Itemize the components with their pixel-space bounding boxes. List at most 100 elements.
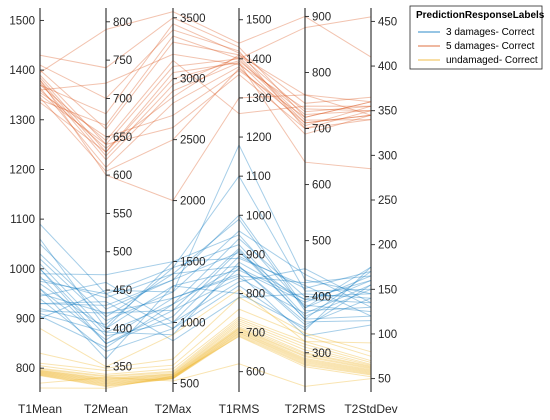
series-line-2-17 bbox=[39, 335, 372, 389]
series-line-0-4 bbox=[39, 249, 372, 345]
tick-label-0-4: 1200 bbox=[9, 164, 35, 176]
tick-label-2-6: 3500 bbox=[180, 13, 206, 25]
series-line-1-9 bbox=[39, 53, 372, 112]
tick-label-5-6: 350 bbox=[378, 106, 397, 118]
legend-title: PredictionResponseLabels bbox=[416, 10, 545, 21]
series-line-2-9 bbox=[39, 328, 372, 383]
tick-label-0-2: 1000 bbox=[9, 264, 35, 276]
tick-label-0-1: 900 bbox=[16, 313, 35, 325]
legend-label-undamaged: undamaged- Correct bbox=[446, 55, 538, 66]
series-line-0-24 bbox=[39, 267, 372, 330]
tick-label-2-5: 3000 bbox=[180, 74, 206, 86]
tick-label-5-4: 250 bbox=[378, 195, 397, 207]
series-line-1-0 bbox=[39, 17, 372, 118]
legend-label-3damages: 3 damages- Correct bbox=[446, 27, 535, 38]
tick-label-4-6: 900 bbox=[312, 11, 331, 23]
series-line-1-14 bbox=[39, 62, 372, 170]
series-line-1-6 bbox=[39, 62, 372, 161]
tick-label-3-6: 1200 bbox=[246, 132, 272, 144]
tick-label-1-5: 600 bbox=[113, 170, 132, 182]
series-line-0-18 bbox=[39, 218, 372, 318]
series-line-1-7 bbox=[39, 23, 372, 115]
series-line-1-2 bbox=[39, 41, 372, 130]
series-line-0-13 bbox=[39, 244, 372, 326]
series-line-0-10 bbox=[39, 268, 372, 324]
series-line-2-1 bbox=[39, 316, 372, 375]
series-line-0-22 bbox=[39, 247, 372, 345]
legend: PredictionResponseLabels 3 damages- Corr… bbox=[409, 5, 545, 70]
tick-label-5-7: 400 bbox=[378, 61, 397, 73]
series-line-0-8 bbox=[39, 273, 372, 341]
tick-label-5-3: 200 bbox=[378, 240, 397, 252]
tick-label-5-8: 450 bbox=[378, 16, 397, 28]
tick-label-5-2: 150 bbox=[378, 284, 397, 296]
series-line-0-21 bbox=[39, 234, 372, 330]
series-line-1-12 bbox=[39, 67, 372, 172]
tick-label-1-9: 800 bbox=[113, 17, 132, 29]
tick-label-3-9: 1500 bbox=[246, 15, 272, 27]
series-line-0-3 bbox=[39, 238, 372, 333]
tick-label-1-1: 400 bbox=[113, 323, 132, 335]
series-line-2-8 bbox=[39, 328, 372, 382]
series-line-2-11 bbox=[39, 330, 372, 385]
series-line-0-23 bbox=[39, 275, 372, 314]
series-line-1-17 bbox=[39, 59, 372, 142]
series-line-0-12 bbox=[39, 251, 372, 313]
series-line-0-20 bbox=[39, 293, 372, 342]
axis-label-3: T1RMS bbox=[219, 402, 260, 416]
series-line-1-15 bbox=[39, 11, 372, 74]
series-line-2-4 bbox=[39, 322, 372, 379]
tick-label-2-1: 1000 bbox=[180, 318, 206, 330]
tick-label-1-8: 750 bbox=[113, 55, 132, 67]
tick-label-4-2: 500 bbox=[312, 236, 331, 248]
series-line-1-4 bbox=[39, 60, 372, 153]
tick-label-1-7: 700 bbox=[113, 93, 132, 105]
series-line-0-16 bbox=[39, 143, 372, 319]
tick-label-0-6: 1400 bbox=[9, 65, 35, 77]
tick-label-2-4: 2500 bbox=[180, 135, 206, 147]
tick-label-3-7: 1300 bbox=[246, 93, 272, 105]
series-lines bbox=[39, 11, 372, 389]
tick-label-2-0: 500 bbox=[180, 378, 199, 390]
series-line-2-3 bbox=[39, 320, 372, 378]
axis-label-1: T2Mean bbox=[84, 402, 128, 416]
series-line-0-5 bbox=[39, 257, 372, 317]
tick-label-1-0: 350 bbox=[113, 362, 132, 374]
series-line-2-2 bbox=[39, 318, 372, 377]
series-line-1-18 bbox=[39, 54, 372, 149]
tick-label-3-4: 1000 bbox=[246, 210, 272, 222]
tick-label-3-2: 800 bbox=[246, 288, 265, 300]
series-line-1-13 bbox=[39, 16, 372, 126]
series-line-2-16 bbox=[39, 296, 372, 369]
tick-label-0-5: 1300 bbox=[9, 115, 35, 127]
tick-label-2-2: 1500 bbox=[180, 257, 206, 269]
tick-label-4-0: 300 bbox=[312, 348, 331, 360]
series-line-0-1 bbox=[39, 214, 372, 310]
tick-label-3-0: 600 bbox=[246, 367, 265, 379]
series-line-2-12 bbox=[39, 332, 372, 385]
tick-label-3-8: 1400 bbox=[246, 54, 272, 66]
series-line-0-0 bbox=[39, 175, 372, 295]
series-line-0-6 bbox=[39, 265, 372, 326]
series-line-0-9 bbox=[39, 277, 372, 315]
series-line-2-5 bbox=[39, 324, 372, 380]
tick-label-0-3: 1100 bbox=[10, 214, 35, 226]
series-line-2-19 bbox=[39, 363, 372, 387]
series-line-2-10 bbox=[39, 330, 372, 384]
tick-label-4-4: 700 bbox=[312, 124, 331, 136]
tick-label-1-6: 650 bbox=[113, 132, 132, 144]
series-line-0-17 bbox=[39, 255, 372, 337]
series-line-0-19 bbox=[39, 284, 372, 360]
series-line-0-14 bbox=[39, 261, 372, 336]
series-line-1-3 bbox=[39, 58, 372, 146]
tick-label-5-0: 50 bbox=[378, 374, 391, 386]
series-line-2-18 bbox=[39, 288, 372, 368]
series-line-1-5 bbox=[39, 56, 372, 157]
tick-label-3-5: 1100 bbox=[246, 171, 271, 183]
tick-label-0-7: 1500 bbox=[9, 15, 35, 27]
axis-label-4: T2RMS bbox=[285, 402, 326, 416]
tick-label-3-1: 700 bbox=[246, 328, 265, 340]
series-line-2-6 bbox=[39, 326, 372, 381]
axis-label-5: T2StdDev bbox=[344, 402, 397, 416]
